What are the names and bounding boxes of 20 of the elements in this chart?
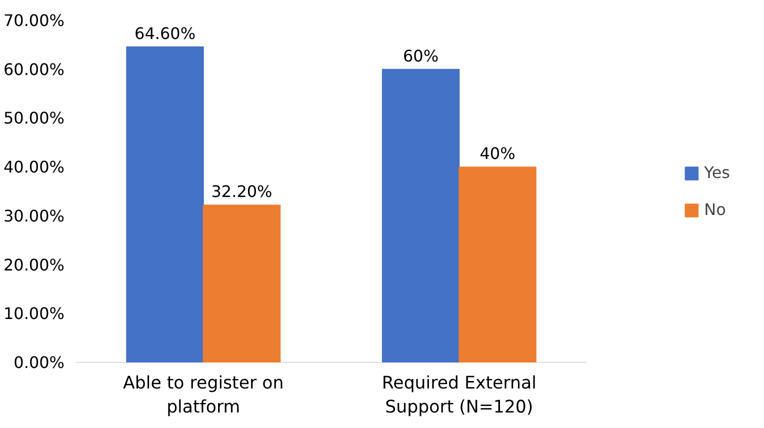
y-tick-label: 70.00% bbox=[3, 11, 65, 30]
x-tick-label: Required External Support (N=120) bbox=[382, 374, 536, 418]
bar bbox=[202, 204, 281, 362]
data-label: 64.60% bbox=[134, 24, 196, 43]
data-label: 40% bbox=[480, 144, 516, 164]
y-tick-label: 20.00% bbox=[3, 255, 65, 274]
data-label: 60% bbox=[403, 46, 439, 66]
y-tick-label: 40.00% bbox=[3, 158, 65, 177]
y-tick-label: 30.00% bbox=[3, 206, 65, 226]
y-tick-label: 60.00% bbox=[3, 60, 65, 79]
legend-label: Yes bbox=[704, 163, 730, 182]
bar bbox=[126, 46, 204, 362]
bar bbox=[382, 68, 460, 362]
y-tick-label: 0.00% bbox=[14, 353, 64, 372]
y-tick-label: 10.00% bbox=[3, 304, 65, 324]
bar bbox=[458, 166, 536, 362]
legend-label: No bbox=[704, 200, 726, 219]
data-label: 32.20% bbox=[211, 182, 272, 202]
y-tick-label: 50.00% bbox=[3, 108, 65, 128]
x-tick-label: Able to register on platform bbox=[123, 374, 284, 418]
